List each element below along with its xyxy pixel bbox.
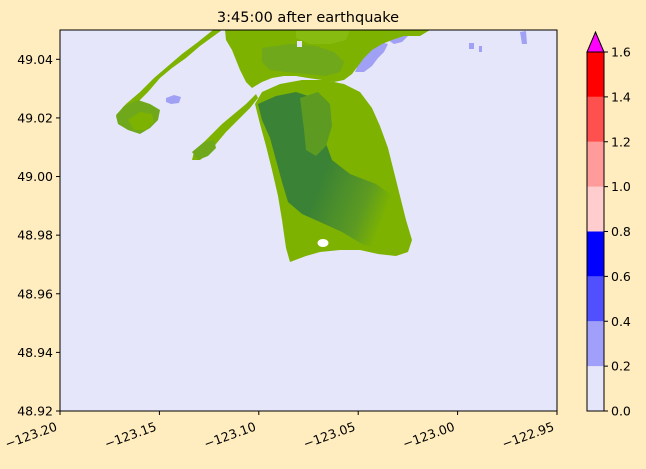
y-axis: 48.92 48.94 48.96 48.98 49.00 49.02 49.04 [17, 52, 60, 419]
x-tick-label: −123.05 [301, 419, 357, 452]
y-tick-label: 48.94 [17, 345, 53, 360]
colorbar-bin [587, 276, 604, 322]
y-tick-label: 48.92 [17, 404, 53, 419]
land-peninsula-deep [258, 92, 408, 250]
land-northern-shore-light [296, 30, 350, 44]
colorbar-tick-label: 1.6 [611, 45, 631, 60]
y-tick-label: 48.96 [17, 286, 53, 301]
colorbar-tick-label: 1.4 [611, 89, 631, 104]
colorbar-bin [587, 186, 604, 232]
x-tick-label: −123.20 [3, 419, 59, 452]
colorbar-tick-label: 0.0 [611, 404, 631, 419]
colorbar-tick-label: 0.4 [611, 314, 631, 329]
shallow-water-patch [469, 43, 474, 49]
map-title: 3:45:00 after earthquake [217, 10, 399, 26]
colorbar-bin [587, 231, 604, 277]
colorbar-bin [587, 321, 604, 367]
land-patch-west-light [128, 112, 154, 130]
colorbar-tick-label: 1.2 [611, 134, 631, 149]
colorbar-tick-label: 0.2 [611, 359, 631, 374]
colorbar-extend-arrow [586, 30, 605, 53]
land-spit-west [116, 30, 222, 120]
colorbar-tick-label: 0.8 [611, 224, 631, 239]
colorbar-bin [587, 52, 604, 97]
map-axes-frame [59, 29, 558, 412]
y-tick-label: 49.00 [17, 169, 53, 184]
land-spit-center-tip [192, 140, 216, 160]
shallow-water-patch [479, 46, 482, 52]
land-northern-shore-dark [262, 44, 344, 76]
x-tick-label: −123.10 [202, 419, 258, 452]
colorbar-bin [587, 366, 604, 411]
y-tick-label: 49.02 [17, 110, 53, 125]
colorbar-bin [587, 141, 604, 187]
shallow-water-patch [166, 95, 181, 104]
y-tick-label: 48.98 [17, 228, 53, 243]
x-tick-label: −123.15 [102, 419, 158, 452]
land-peninsula-bay [300, 92, 332, 156]
y-tick-label: 49.04 [17, 52, 53, 67]
shallow-water-patch [520, 31, 527, 44]
colorbar-bin [587, 96, 604, 142]
colorbar-tick-label: 0.6 [611, 269, 631, 284]
x-axis: −123.20 −123.15 −123.10 −123.05 −123.00 −122.… [3, 411, 558, 452]
map-plot-area [60, 30, 557, 411]
colorbar: 0.0 0.2 0.4 0.6 0.8 1.0 1.2 1.4 1.6 [586, 30, 631, 419]
shallow-water-patch [355, 42, 388, 72]
x-tick-label: −123.00 [401, 419, 457, 452]
land-gap [297, 41, 302, 47]
island-hole [317, 239, 329, 247]
colorbar-tick-label: 1.0 [611, 179, 631, 194]
x-tick-label: −122.95 [500, 419, 556, 452]
